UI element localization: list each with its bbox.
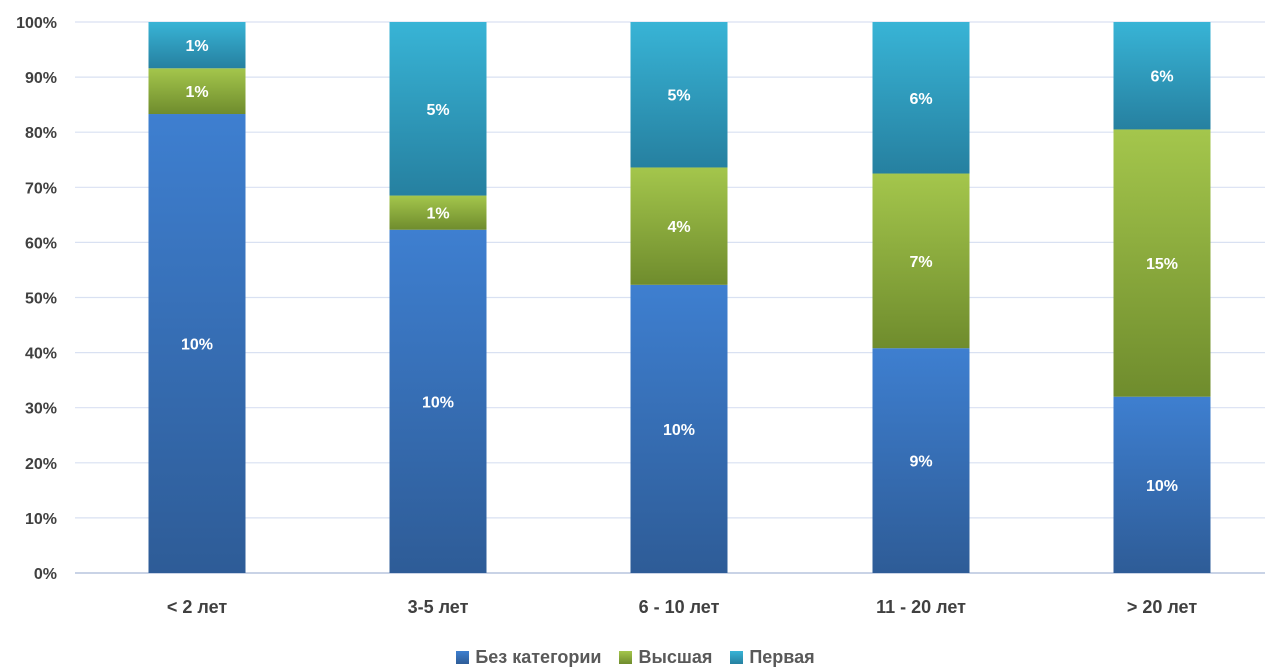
- bars: [148, 22, 1211, 574]
- bar-segment: [148, 68, 246, 115]
- data-label: 1%: [185, 38, 208, 55]
- data-label: 10%: [422, 394, 454, 411]
- data-label: 5%: [667, 88, 690, 105]
- bar-segment: [1113, 129, 1211, 397]
- data-label: 1%: [426, 206, 449, 223]
- x-tick-label: 11 - 20 лет: [876, 597, 966, 617]
- data-label: 9%: [909, 454, 932, 471]
- data-label: 15%: [1146, 256, 1178, 273]
- data-label: 10%: [1146, 478, 1178, 495]
- bar-segment: [148, 22, 246, 69]
- bar-segment: [872, 173, 970, 349]
- legend-swatch-vysshaya: [619, 651, 633, 664]
- y-tick-label: 20%: [25, 456, 57, 473]
- y-tick-label: 80%: [25, 125, 57, 142]
- bar-segment: [148, 114, 246, 573]
- data-label: 4%: [667, 219, 690, 236]
- data-label: 6%: [1150, 69, 1173, 86]
- y-tick-label: 50%: [25, 291, 57, 308]
- legend-item-vysshaya: Высшая: [619, 647, 712, 668]
- y-tick-label: 90%: [25, 70, 57, 87]
- legend: Без категории Высшая Первая: [0, 647, 1271, 668]
- bar-segment: [872, 22, 970, 174]
- bar-segment: [1113, 22, 1211, 130]
- bar-segment: [630, 167, 728, 285]
- y-axis: 0% 10% 20% 30% 40% 50% 60% 70% 80% 90% 100%: [16, 15, 57, 583]
- legend-swatch-bez-kategorii: [456, 651, 470, 664]
- legend-item-pervaya: Первая: [730, 647, 815, 668]
- bar-segment: [389, 195, 487, 230]
- y-tick-label: 40%: [25, 346, 57, 363]
- legend-item-bez-kategorii: Без категории: [456, 647, 601, 668]
- x-tick-label: 3-5 лет: [408, 597, 469, 617]
- data-label: 10%: [181, 337, 213, 354]
- legend-label: Высшая: [638, 647, 713, 667]
- data-label: 7%: [909, 254, 932, 271]
- bar-segment: [389, 22, 487, 196]
- legend-label: Первая: [749, 647, 815, 667]
- y-tick-label: 10%: [25, 511, 57, 528]
- y-tick-label: 0%: [34, 566, 57, 583]
- data-label: 5%: [426, 102, 449, 119]
- bar-segment: [630, 22, 728, 168]
- bar-segment: [872, 348, 970, 573]
- data-label: 6%: [909, 91, 932, 108]
- x-tick-label: > 20 лет: [1127, 597, 1198, 617]
- bar-segment: [1113, 396, 1211, 573]
- x-tick-label: 6 - 10 лет: [639, 597, 720, 617]
- data-label: 1%: [185, 84, 208, 101]
- y-tick-label: 100%: [16, 15, 57, 32]
- bar-segment: [630, 284, 728, 573]
- x-tick-label: < 2 лет: [167, 597, 227, 617]
- y-tick-label: 60%: [25, 235, 57, 252]
- data-labels: 10% 1% 1% 10% 1% 5% 10% 4% 5% 9% 7% 6% 10% 15% 6%: [181, 38, 1178, 495]
- x-axis: < 2 лет 3-5 лет 6 - 10 лет 11 - 20 лет > 20 …: [167, 597, 1197, 617]
- bar-segment: [389, 229, 487, 574]
- legend-label: Без категории: [475, 647, 602, 667]
- data-label: 10%: [663, 422, 695, 439]
- legend-swatch-pervaya: [730, 651, 744, 664]
- y-tick-label: 70%: [25, 180, 57, 197]
- y-tick-label: 30%: [25, 401, 57, 418]
